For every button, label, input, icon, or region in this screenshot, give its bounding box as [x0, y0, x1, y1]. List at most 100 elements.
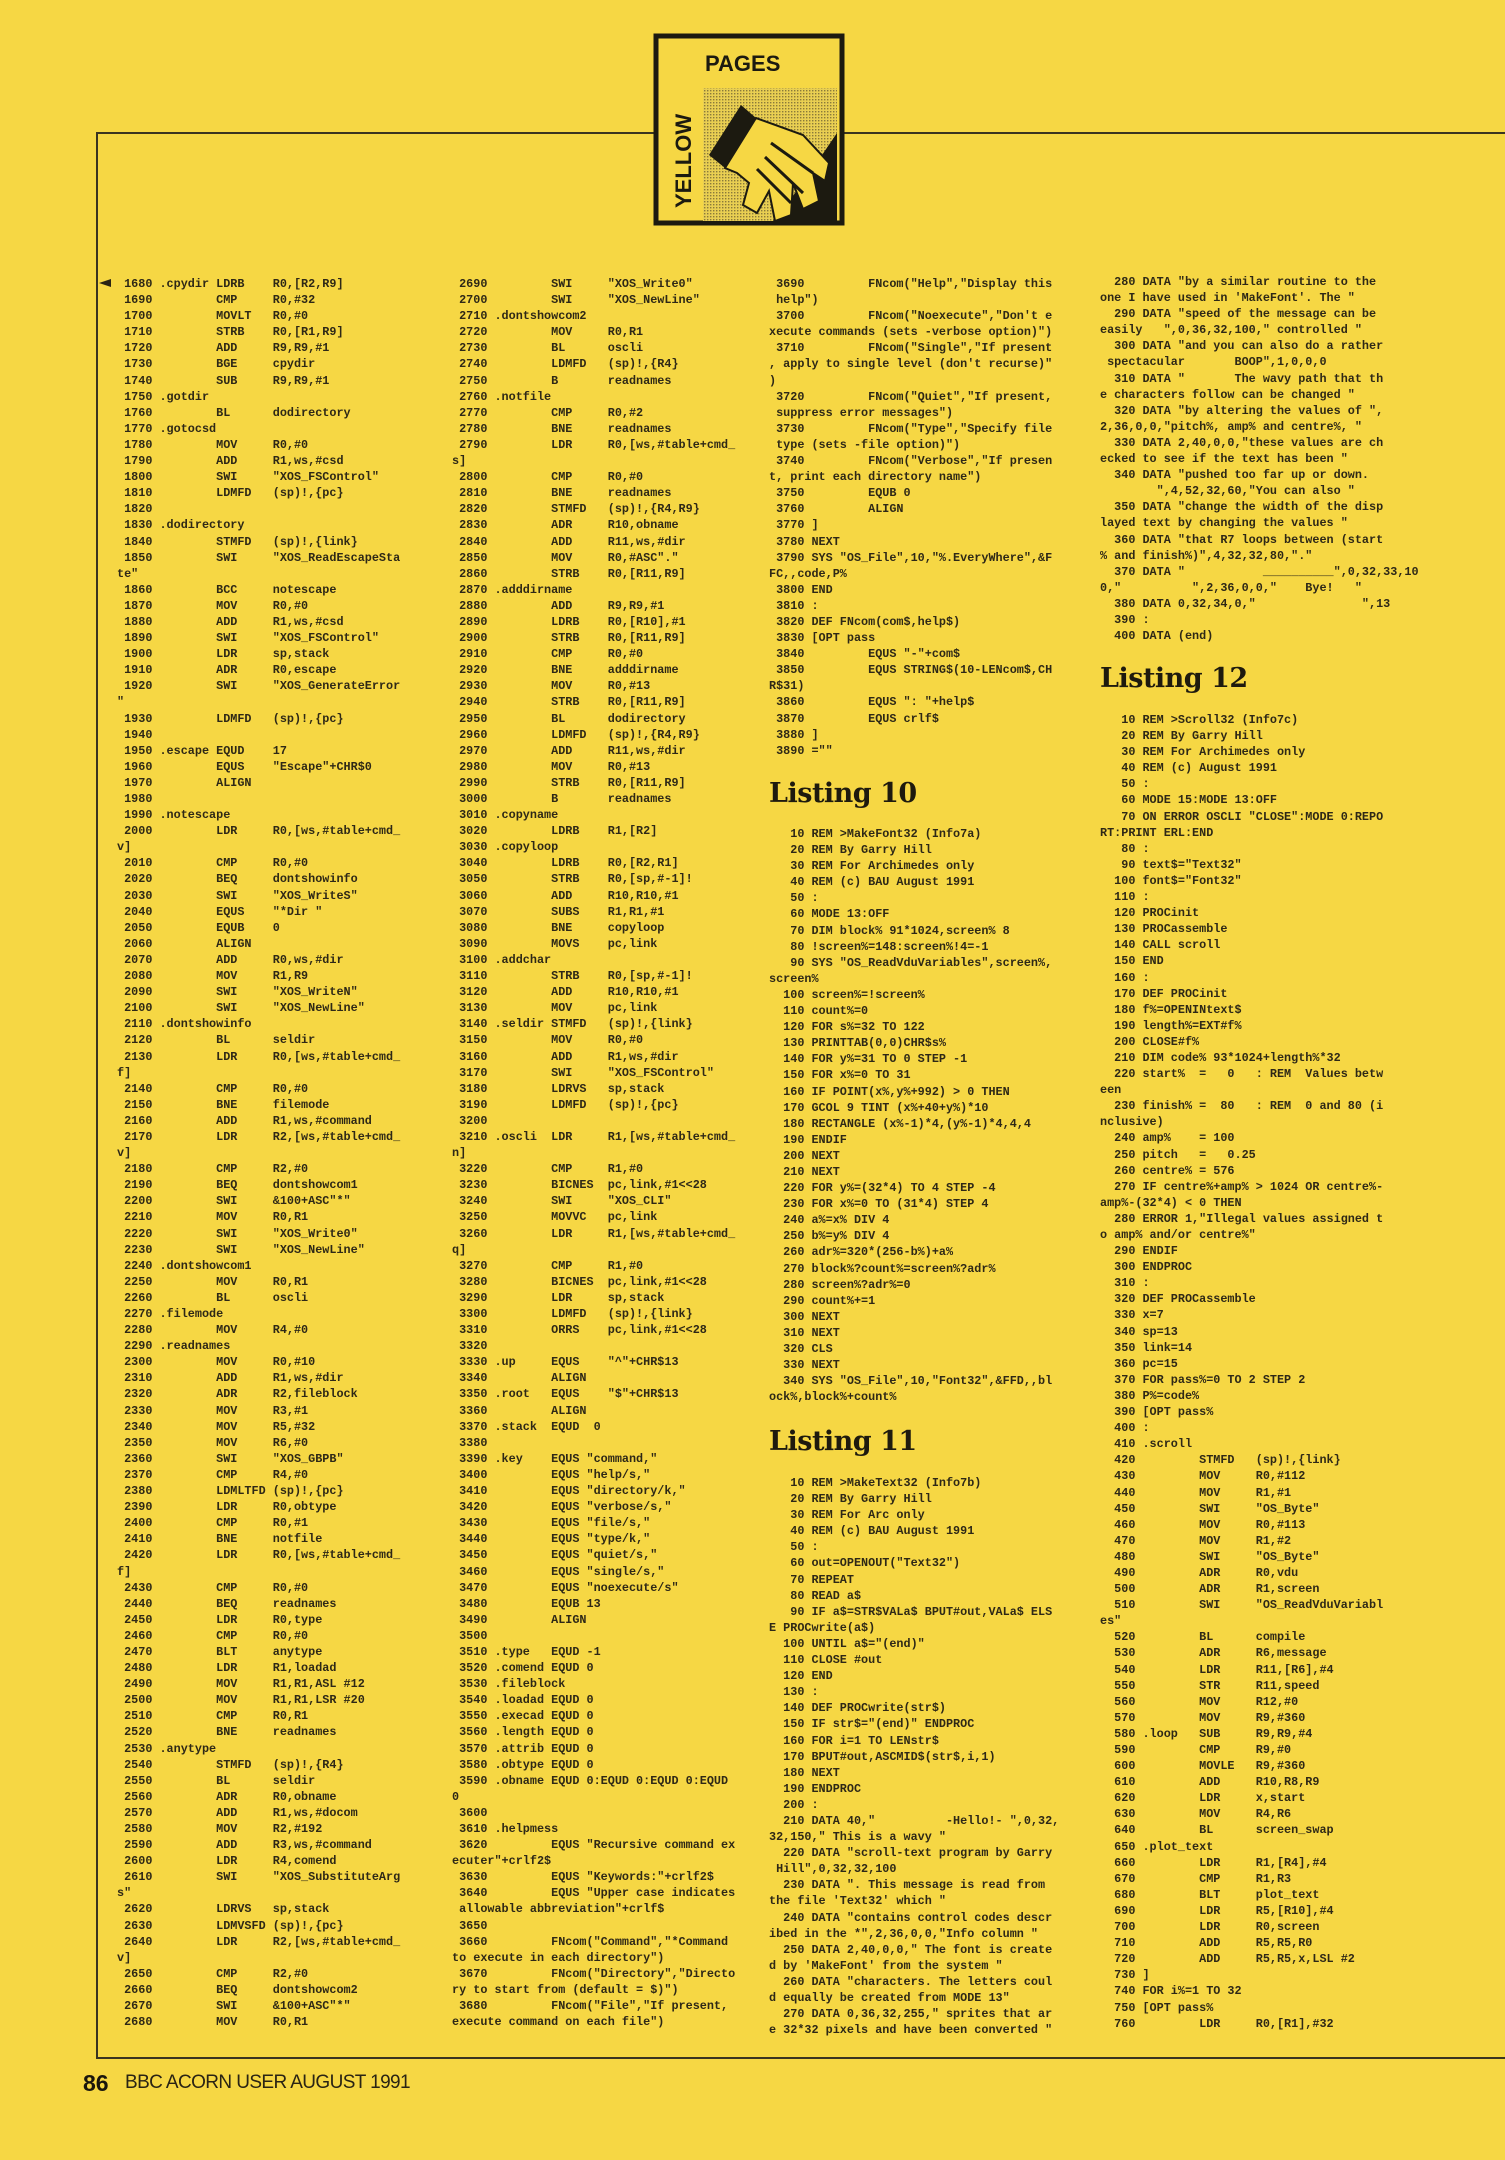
code-line: 1910 ADR R0,escape [117, 663, 337, 678]
code-line: v] [117, 1146, 132, 1161]
code-line: easily ",0,36,32,100," controlled " [1100, 323, 1362, 338]
code-line: xecute commands (sets -verbose option)") [769, 325, 1053, 340]
code-line: 2710 .dontshowcom2 [452, 309, 587, 324]
code-line: , apply to single level (don't recurse)" [769, 357, 1053, 372]
code-line: 250 DATA 2,40,0,0," The font is create [769, 1942, 1053, 1957]
code-line: q] [452, 1242, 467, 1257]
code-line: " [117, 695, 125, 710]
code-line: 3760 ALIGN [769, 502, 904, 517]
code-line: 3660 FNcom("Command","*Command [452, 1934, 729, 1949]
code-line: 2870 .adddirname [452, 582, 573, 597]
code-line: 2630 LDMVSFD (sp)!,{pc} [117, 1918, 344, 1933]
code-line: 30 REM For Archimedes only [1100, 745, 1306, 760]
code-line: 450 SWI "OS_Byte" [1100, 1501, 1320, 1516]
code-line: 340 DATA "pushed too far up or down. [1100, 468, 1370, 483]
code-line: 80 !screen%=148:screen%!4=-1 [769, 939, 989, 954]
code-line: 660 LDR R1,[R4],#4 [1100, 1855, 1327, 1870]
code-line: 720 ADD R5,R5,x,LSL #2 [1100, 1952, 1355, 1967]
code-line: 2560 ADR R0,obname [117, 1789, 337, 1804]
code-line: 270 DATA 0,36,32,255," sprites that ar [769, 2007, 1053, 2022]
code-line: 2760 .notfile [452, 389, 552, 404]
code-line: 2120 BL seldir [117, 1033, 316, 1048]
code-line: 420 STMFD (sp)!,{link} [1100, 1453, 1341, 1468]
code-line: 3830 [OPT pass [769, 631, 876, 646]
code-line: f] [117, 1065, 132, 1080]
logo-word-pages: PAGES [705, 51, 780, 76]
code-line: 1850 SWI "XOS_ReadEscapeSta [117, 550, 401, 565]
code-line: 280 ERROR 1,"Illegal values assigned t [1100, 1211, 1384, 1226]
code-line: 110 count%=0 [769, 1004, 869, 1019]
listing-column-1: 1680 .cpydir LDRB R0,[R2,R9] 1690 CMP R0… [117, 276, 400, 2030]
code-line: f] [117, 1564, 132, 1579]
code-line: 2360 SWI "XOS_GBPB" [117, 1451, 344, 1466]
code-line: 3790 SYS "OS_File",10,"%.EveryWhere",&F [769, 550, 1053, 565]
code-line: 500 ADR R1,screen [1100, 1582, 1320, 1597]
code-line: 3030 .copyloop [452, 840, 559, 855]
code-line: 100 UNTIL a$="(end)" [769, 1636, 925, 1651]
code-line: 290 count%+=1 [769, 1293, 876, 1308]
code-line: 490 ADR R0,vdu [1100, 1565, 1299, 1580]
code-line: 150 IF str$="(end)" ENDPROC [769, 1717, 975, 1732]
code-line: 1980 [117, 792, 153, 806]
code-line: 280 screen%?adr%=0 [769, 1277, 911, 1292]
code-line: 160 FOR i=1 TO LENstr$ [769, 1733, 939, 1748]
code-line: 2860 STRB R0,[R11,R9] [452, 566, 686, 581]
code-line: 2300 MOV R0,#10 [117, 1355, 316, 1370]
code-line: 3320 [452, 1339, 488, 1354]
code-line: 2700 SWI "XOS_NewLine" [452, 293, 700, 308]
code-line: suppress error messages") [769, 405, 954, 420]
code-line: one I have used in 'MakeFont'. The " [1100, 291, 1355, 306]
code-line: 2720 MOV R0,R1 [452, 325, 644, 340]
code-line: 2520 BNE readnames [117, 1725, 337, 1740]
code-line: 3300 LDMFD (sp)!,{link} [452, 1307, 693, 1321]
listing-12-heading: Listing 12 [1100, 663, 1248, 694]
code-line: ecuter"+crlf2$ [452, 1854, 552, 1869]
listing-10-heading: Listing 10 [769, 778, 917, 809]
code-line: 240 a%=x% DIV 4 [769, 1213, 890, 1228]
code-line: 2060 ALIGN [117, 936, 252, 951]
code-line: % and finish%)",4,32,32,80,"." [1100, 548, 1313, 563]
code-line: 210 DATA 40," -Hello!- ",0,32, [769, 1813, 1060, 1828]
code-line: 600 MOVLE R9,#360 [1100, 1759, 1306, 1774]
code-line: 2190 BEQ dontshowcom1 [117, 1178, 358, 1193]
continuation-arrow-icon [99, 279, 111, 287]
code-line: type (sets -file option)") [769, 437, 961, 452]
code-line: 2290 .readnames [117, 1339, 231, 1354]
code-line: 3250 MOVVC pc,link [452, 1210, 658, 1225]
code-line: 190 ENDIF [769, 1132, 847, 1147]
code-line: s] [452, 454, 467, 469]
code-line: 230 DATA ". This message is read from [769, 1878, 1046, 1893]
code-line: E PROCwrite(a$) [769, 1620, 876, 1635]
code-line: 2970 ADD R11,ws,#dir [452, 743, 686, 758]
code-line: 220 FOR y%=(32*4) TO 4 STEP -4 [769, 1181, 996, 1196]
code-line: 100 screen%=!screen% [769, 987, 925, 1002]
code-line: 2170 LDR R2,[ws,#table+cmd_ [117, 1129, 401, 1144]
code-line: d by 'MakeFont' from the system " [769, 1958, 1003, 1973]
code-line: 2650 CMP R2,#0 [117, 1966, 309, 1981]
code-line: 50 : [769, 1540, 819, 1555]
code-line: 3820 DEF FNcom(com$,help$) [769, 614, 961, 629]
code-line: 1800 SWI "XOS_FSControl" [117, 470, 379, 485]
code-line: 2100 SWI "XOS_NewLine" [117, 1001, 365, 1016]
code-line: 670 CMP R1,R3 [1100, 1871, 1292, 1886]
code-line: 310 : [1100, 1276, 1150, 1291]
code-line: 2160 ADD R1,ws,#command [117, 1113, 372, 1128]
code-line: 2810 BNE readnames [452, 486, 672, 501]
code-line: 2620 LDRVS sp,stack [117, 1902, 330, 1917]
code-line: 40 REM (c) August 1991 [1100, 761, 1277, 776]
code-line: 3080 BNE copyloop [452, 920, 665, 935]
code-line: 260 adr%=320*(256-b%)+a% [769, 1245, 954, 1260]
code-line: 2880 ADD R9,R9,#1 [452, 598, 665, 613]
code-line: 180 f%=OPENINtext$ [1100, 1002, 1242, 1017]
code-line: 50 : [769, 891, 819, 906]
code-line: 400 DATA (end) [1100, 629, 1214, 644]
code-line: 2380 LDMLTFD (sp)!,{pc} [117, 1484, 344, 1499]
code-line: 150 FOR x%=0 TO 31 [769, 1068, 911, 1083]
code-line: 2820 STMFD (sp)!,{R4,R9} [452, 502, 700, 517]
code-line: 2950 BL dodirectory [452, 711, 686, 726]
code-line: 3210 .oscli LDR R1,[ws,#table+cmd_ [452, 1129, 736, 1144]
code-line: 200 NEXT [769, 1148, 840, 1163]
code-line: 10 REM >MakeFont32 (Info7a) [769, 827, 982, 841]
code-line: 380 P%=code% [1100, 1388, 1200, 1403]
code-line: 540 LDR R11,[R6],#4 [1100, 1662, 1334, 1677]
